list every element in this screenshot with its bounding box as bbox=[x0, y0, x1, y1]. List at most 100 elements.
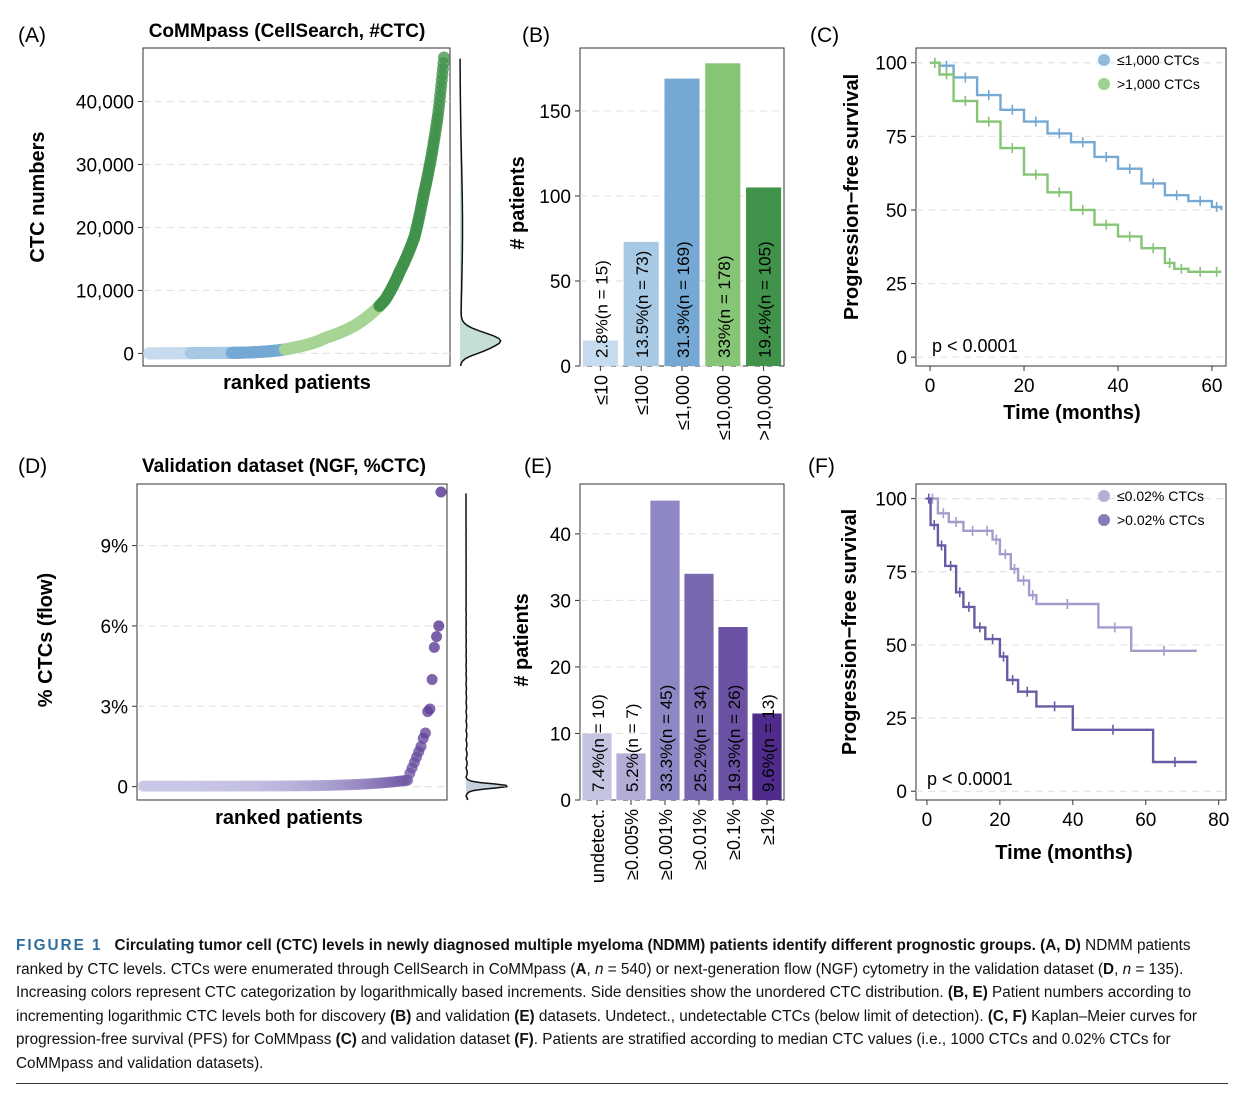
panel-d-title: Validation dataset (NGF, %CTC) bbox=[142, 456, 426, 477]
y-tick-label: 10 bbox=[550, 724, 571, 745]
bar-label: 33%(n = 178) bbox=[715, 255, 734, 358]
km-curve bbox=[926, 497, 1197, 652]
censor-mark bbox=[1212, 266, 1221, 277]
caption-fragment: (C, F) bbox=[987, 1007, 1027, 1025]
x-tick-label: 40 bbox=[1062, 810, 1083, 831]
censor-mark bbox=[1008, 675, 1017, 686]
x-tick-label: 20 bbox=[1013, 376, 1034, 397]
censor-mark bbox=[1160, 645, 1168, 656]
panel-c-xlabel: Time (months) bbox=[1003, 402, 1140, 424]
bar bbox=[752, 713, 782, 800]
bar-label: 25.2%(n = 34) bbox=[691, 685, 710, 792]
censor-mark bbox=[1031, 169, 1040, 180]
panel-label-c: (C) bbox=[810, 24, 839, 47]
y-tick-label: 0 bbox=[896, 348, 907, 369]
censor-mark bbox=[1196, 266, 1205, 277]
censor-mark bbox=[984, 116, 993, 127]
x-tick-label: 40 bbox=[1107, 376, 1128, 397]
censor-mark bbox=[999, 651, 1008, 662]
y-tick-label: 75 bbox=[886, 563, 907, 584]
y-tick-label: 50 bbox=[550, 272, 571, 293]
censor-mark bbox=[1125, 163, 1134, 174]
legend-label: ≤1,000 CTCs bbox=[1117, 52, 1199, 68]
censor-mark bbox=[939, 508, 948, 519]
censor-mark bbox=[983, 525, 992, 536]
caption-fragment: = 540) or next-generation flow (NGF) cyt… bbox=[603, 960, 1103, 978]
panel-b-ylabel: # patients bbox=[507, 156, 529, 249]
y-tick-label: 25 bbox=[886, 275, 907, 296]
censor-mark bbox=[968, 525, 977, 536]
caption-title: Circulating tumor cell (CTC) levels in n… bbox=[114, 937, 1036, 954]
panel-c: (C) Progression−free survival Time (mont… bbox=[810, 24, 1227, 424]
data-point bbox=[424, 703, 436, 715]
x-tick-label: 0 bbox=[925, 376, 936, 397]
data-point bbox=[438, 51, 450, 64]
km-curve bbox=[930, 61, 1222, 273]
censor-mark bbox=[937, 540, 946, 551]
legend-key bbox=[1098, 78, 1110, 90]
legend-label: >0.02% CTCs bbox=[1117, 512, 1205, 528]
y-tick-label: 20,000 bbox=[76, 218, 134, 239]
plot-frame bbox=[915, 47, 1227, 367]
x-tick-label: ≤1,000 bbox=[673, 375, 693, 430]
censor-mark bbox=[1063, 598, 1072, 609]
y-tick-label: 6% bbox=[101, 617, 129, 638]
legend-key bbox=[1098, 490, 1110, 502]
y-tick-label: 20 bbox=[550, 658, 571, 679]
y-tick-label: 40 bbox=[550, 525, 571, 546]
data-point bbox=[435, 486, 447, 498]
censor-mark bbox=[1055, 187, 1064, 198]
x-tick-label: ≥0.005% bbox=[622, 809, 642, 880]
caption-fragment: (A, D) bbox=[1040, 937, 1081, 954]
panel-f-xlabel: Time (months) bbox=[995, 842, 1132, 864]
y-tick-label: 3% bbox=[101, 697, 129, 718]
caption-fragment: n bbox=[594, 960, 604, 978]
censor-mark bbox=[930, 519, 939, 530]
censor-mark bbox=[1001, 549, 1010, 560]
caption-fragment: and validation dataset bbox=[356, 1031, 515, 1048]
censor-mark bbox=[1196, 196, 1205, 207]
x-tick-label: ≥0.1% bbox=[724, 809, 744, 860]
panel-e-ylabel: # patients bbox=[511, 593, 533, 686]
legend-label: ≤0.02% CTCs bbox=[1117, 488, 1204, 504]
censor-mark bbox=[1008, 104, 1017, 115]
y-tick-label: 30 bbox=[550, 591, 571, 612]
caption-fragment: (F) bbox=[514, 1031, 534, 1048]
y-tick-label: 30,000 bbox=[76, 155, 134, 176]
bar bbox=[623, 241, 659, 366]
censor-mark bbox=[930, 57, 939, 68]
x-tick-label: 0 bbox=[922, 810, 933, 831]
bar bbox=[684, 573, 714, 800]
censor-mark bbox=[1108, 724, 1117, 735]
caption-fragment: , bbox=[1114, 960, 1123, 978]
x-tick-label: ≤100 bbox=[632, 375, 652, 415]
censor-mark bbox=[1031, 116, 1040, 127]
y-tick-label: 0 bbox=[896, 782, 907, 803]
x-tick-label: ≥1% bbox=[758, 809, 778, 845]
y-tick-label: 100 bbox=[875, 54, 907, 75]
caption-body: (A, D) NDMM patients ranked by CTC level… bbox=[16, 937, 1197, 1072]
censor-mark bbox=[1050, 701, 1059, 712]
bar-label: 7.4%(n = 10) bbox=[589, 694, 608, 792]
censor-mark bbox=[1078, 137, 1087, 148]
censor-mark bbox=[942, 60, 951, 71]
caption-fragment: (B, E) bbox=[947, 984, 988, 1001]
bar bbox=[705, 63, 741, 367]
figure-caption: FIGURE 1 Circulating tumor cell (CTC) lev… bbox=[16, 934, 1230, 1075]
y-tick-label: 0 bbox=[560, 357, 571, 378]
caption-fragment: n bbox=[1122, 960, 1132, 978]
panel-f-ylabel: Progression−free survival bbox=[839, 509, 861, 755]
data-point bbox=[428, 641, 440, 653]
censor-mark bbox=[1055, 128, 1064, 139]
censor-mark bbox=[961, 96, 970, 106]
bar bbox=[582, 733, 612, 800]
y-tick-label: 0 bbox=[117, 778, 128, 799]
caption-fragment: NDMM patients ranked by CTC levels. CTCs… bbox=[16, 937, 1191, 978]
km-curve bbox=[926, 497, 1197, 764]
censor-mark bbox=[975, 622, 984, 633]
bar-label: 2.8%(n = 15) bbox=[592, 260, 611, 358]
panel-e: (E) # patients 0 10 20 30 40 7.4%(n = 10) unde… bbox=[511, 455, 785, 883]
caption-fragment: datasets. Undetect., undetectable CTCs (… bbox=[534, 1007, 988, 1025]
censor-mark bbox=[1028, 590, 1037, 601]
panel-label-e: (E) bbox=[524, 455, 552, 478]
